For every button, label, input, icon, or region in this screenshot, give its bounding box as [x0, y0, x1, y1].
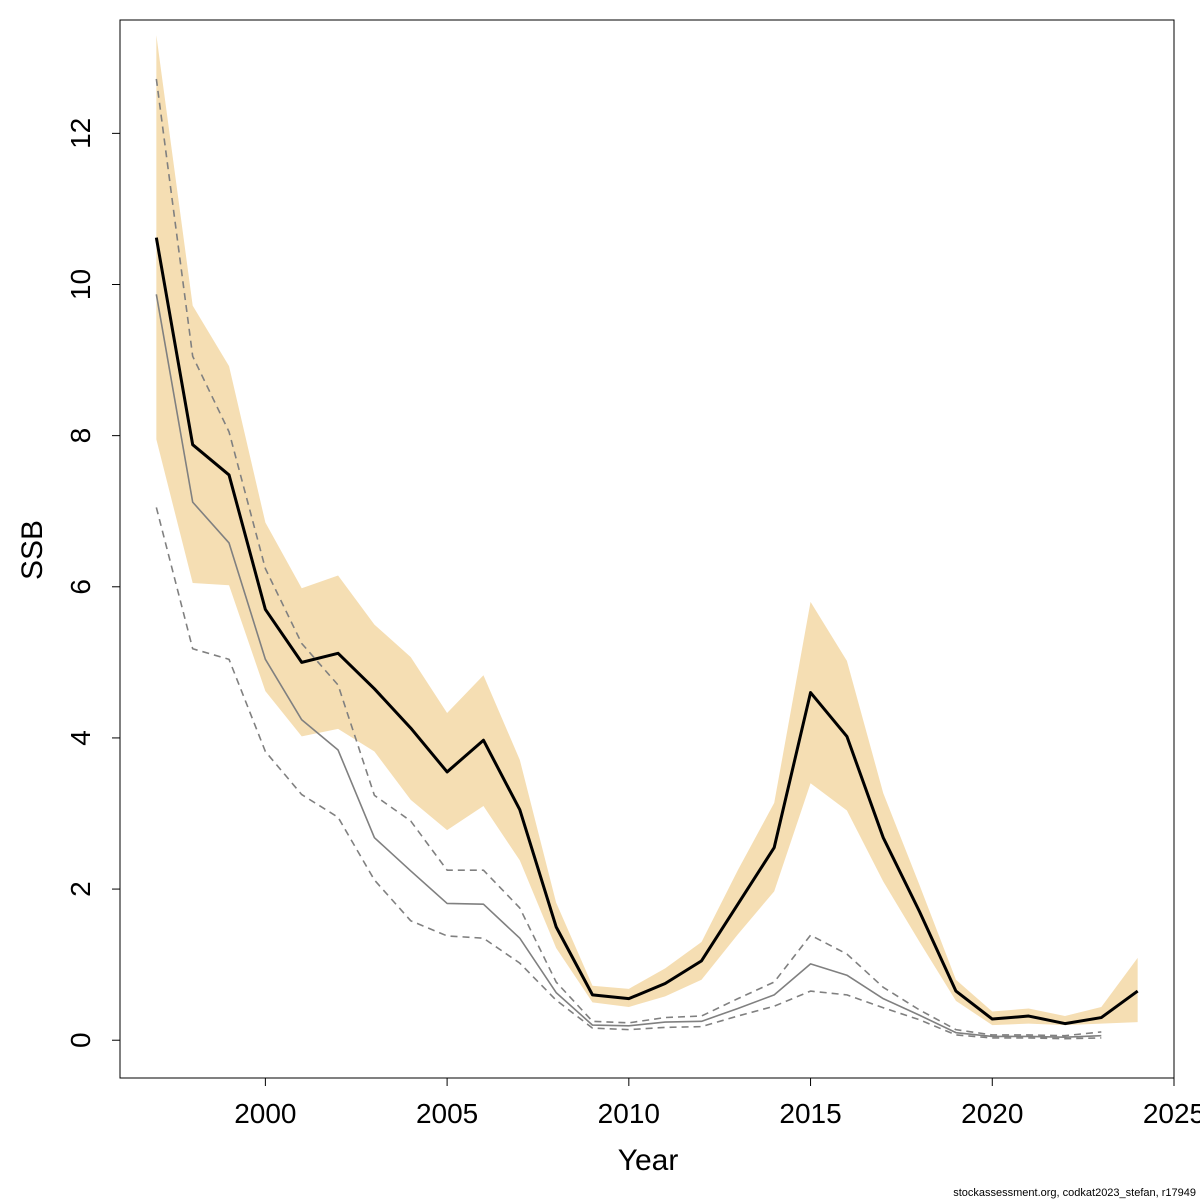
x-axis-title: Year — [618, 1144, 679, 1177]
y-tick-label: 0 — [65, 1032, 96, 1048]
confidence-band — [156, 35, 1138, 1026]
ssb-estimate-line — [154, 237, 1139, 1026]
y-tick-label: 2 — [65, 881, 96, 897]
series-lines — [154, 78, 1139, 1040]
x-tick-label: 2020 — [961, 1098, 1023, 1129]
x-tick-label: 2005 — [416, 1098, 478, 1129]
y-axis-title: SSB — [16, 520, 49, 580]
y-tick-label: 8 — [65, 428, 96, 444]
y-tick-label: 6 — [65, 579, 96, 595]
y-tick-label: 4 — [65, 730, 96, 746]
x-axis: 2000 2005 2010 2015 2020 2025 — [234, 1077, 1200, 1129]
x-tick-label: 2010 — [598, 1098, 660, 1129]
y-axis: 0 2 4 6 8 10 12 — [65, 118, 121, 1048]
comparison-lower-dashed-line — [155, 507, 1102, 1040]
x-tick-label: 2025 — [1143, 1098, 1200, 1129]
footer-note: stockassessment.org, codkat2023_stefan, … — [953, 1187, 1196, 1199]
confidence-bands — [156, 35, 1138, 1026]
y-tick-label: 10 — [65, 269, 96, 300]
comparison-line — [155, 294, 1102, 1038]
y-tick-label: 12 — [65, 118, 96, 149]
comparison-upper-dashed-line — [155, 78, 1102, 1037]
x-tick-label: 2000 — [234, 1098, 296, 1129]
x-tick-label: 2015 — [779, 1098, 841, 1129]
